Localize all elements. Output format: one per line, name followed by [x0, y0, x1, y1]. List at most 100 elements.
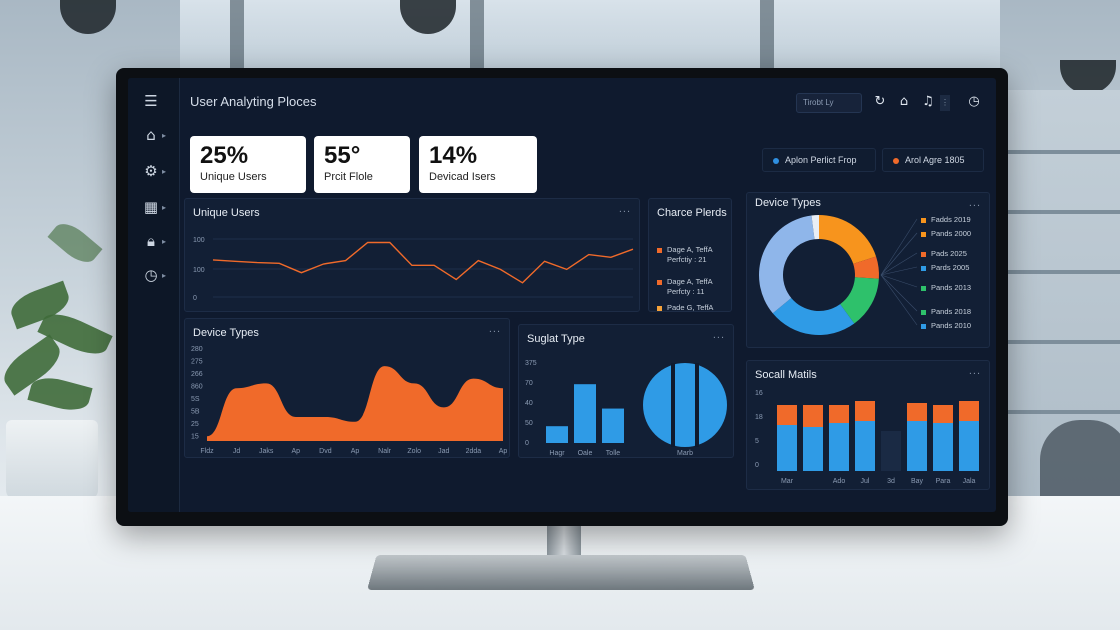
legend-label: Pards 2005	[931, 263, 970, 272]
donut-slice	[819, 215, 877, 264]
kpi-card-unique-users[interactable]: 25% Unique Users	[190, 136, 306, 193]
home-icon[interactable]: ⌂	[146, 126, 156, 144]
monitor: ☰ ⌂ ▸ ⚙ ▸ ▦ ▸ 🔒︎ ▸ ◷ ▸ User Analyting Pl…	[116, 68, 1008, 526]
legend-chip[interactable]: Aplon Perlict Frop	[762, 148, 876, 172]
kpi-value: 25%	[200, 142, 249, 169]
legend-swatch	[921, 251, 926, 257]
pie-label: Marb	[677, 450, 693, 457]
device-types-donut-panel: Device Types ... Fadds 2019 Pands 2000 Pad…	[746, 192, 990, 348]
legend-swatch	[921, 265, 926, 271]
menu-icon[interactable]: ☰	[144, 92, 158, 110]
y-tick-label: 0	[193, 295, 197, 302]
panel-title: Suglat Type	[527, 333, 585, 345]
kpi-card-devicad-isers[interactable]: 14% Devicad Isers	[419, 136, 537, 193]
more-menu-icon[interactable]: ...	[968, 197, 981, 209]
panel-title: Unique Users	[193, 207, 260, 219]
ceiling-lamp	[60, 0, 116, 34]
x-tick-label: Ado	[833, 478, 846, 485]
suglat-type-bar-chart: 375 70 40 50 0 Hagr Oale Tolle Marb	[525, 360, 727, 457]
legend-leader-line	[880, 274, 918, 288]
y-tick-label: 5	[755, 438, 759, 445]
x-tick-label: Nalr	[378, 448, 392, 455]
x-tick-label: Zolo	[407, 448, 421, 455]
more-menu-icon[interactable]: ...	[488, 323, 501, 335]
sidebar: ☰ ⌂ ▸ ⚙ ▸ ▦ ▸ 🔒︎ ▸ ◷ ▸	[128, 78, 180, 512]
clock-icon[interactable]: ◷	[968, 94, 980, 109]
legend-item: Pands 2010	[921, 321, 971, 330]
list-item: Dage A, TeffA	[657, 245, 713, 254]
more-menu-icon[interactable]: ...	[712, 329, 725, 341]
legend-label: Pands 2018	[931, 307, 972, 316]
bell-icon[interactable]: ♫	[922, 94, 934, 109]
stacked-bar-segment	[907, 403, 927, 421]
y-tick-label: 100	[193, 237, 205, 244]
stacked-bar-segment	[959, 401, 979, 421]
area-fill	[207, 366, 503, 441]
y-tick-label: 266	[191, 371, 203, 378]
list-marker	[657, 247, 662, 253]
panel-title: Device Types	[193, 327, 259, 339]
legend-leader-line	[880, 252, 918, 276]
legend-label: Pads 2025	[931, 249, 967, 258]
x-tick-label: Jala	[963, 478, 976, 485]
background-beam	[230, 0, 244, 70]
background-beam	[760, 0, 774, 70]
panel-title: Device Types	[755, 197, 821, 209]
more-menu-icon[interactable]: ...	[618, 203, 631, 215]
y-tick-label: 5S	[191, 396, 200, 403]
charce-plerds-panel: Charce Plerds Dage A, TeffA Perfctiy : 2…	[648, 198, 732, 312]
unique-users-line-chart	[212, 238, 634, 298]
more-menu-icon[interactable]: ...	[968, 365, 981, 377]
chevron-right-icon: ▸	[162, 237, 167, 246]
legend-chip[interactable]: Arol Agre 1805	[882, 148, 984, 172]
search-input[interactable]: Tirobt Ly	[796, 93, 862, 113]
list-item-sub: Perfctiy : 21	[667, 255, 707, 264]
y-tick-label: 16	[755, 390, 763, 397]
plant-pot	[6, 420, 98, 500]
dropdown-toggle[interactable]: ⋮	[940, 95, 950, 111]
monitor-stand-base	[367, 555, 755, 590]
dashboard-screen: ☰ ⌂ ▸ ⚙ ▸ ▦ ▸ 🔒︎ ▸ ◷ ▸ User Analyting Pl…	[128, 78, 996, 512]
background-beam	[470, 0, 484, 70]
stacked-bar-segment	[881, 431, 901, 471]
app-title: User Analyting Ploces	[190, 94, 317, 109]
legend-item: Pards 2005	[921, 263, 969, 272]
clock-icon[interactable]: ◷	[144, 266, 158, 284]
plant-leaf	[47, 216, 103, 270]
calendar-icon[interactable]: ▦	[143, 198, 159, 216]
x-tick-label: Para	[936, 478, 951, 485]
x-tick-label: Jaks	[259, 448, 274, 455]
lock-icon[interactable]: 🔒︎	[147, 232, 155, 250]
bar	[602, 408, 624, 443]
home-icon[interactable]: ⌂	[899, 94, 909, 109]
ceiling-lamp	[1060, 60, 1116, 94]
legend-leader-line	[880, 218, 918, 276]
x-tick-label: Jad	[438, 448, 449, 455]
panel-title: Charce Plerds	[657, 207, 727, 219]
legend-item: Pands 2000	[921, 229, 971, 238]
x-tick-label: Jul	[861, 478, 870, 485]
y-tick-label: 18	[755, 414, 763, 421]
legend-label: Aplon Perlict Frop	[785, 155, 857, 165]
x-tick-label: Jd	[233, 448, 241, 455]
x-tick-label: Hagr	[549, 450, 565, 457]
settings-icon[interactable]: ⚙	[144, 162, 158, 180]
legend-item: Fadds 2019	[921, 215, 971, 224]
device-types-area-panel: Device Types ... 280 275 266 860 5S 5B 25 15 Fld…	[184, 318, 510, 458]
socall-matils-stacked-bar-chart: 16 18 5 0 Mar Ado Jul 3d Bay Para Jala	[755, 390, 979, 485]
kpi-label: Unique Users	[200, 171, 267, 183]
bar	[546, 426, 568, 443]
list-item: Pade G, TeffA	[657, 303, 713, 312]
kpi-card-prcit-flole[interactable]: 55° Prcit Flole	[314, 136, 410, 193]
y-tick-label: 70	[525, 380, 533, 387]
list-item-label: Dage A, TeffA	[667, 245, 713, 254]
donut-slice	[772, 297, 855, 335]
legend-swatch	[921, 309, 926, 315]
refresh-icon[interactable]: ↻	[874, 94, 886, 109]
y-tick-label: 0	[755, 462, 759, 469]
stacked-bar-segment	[855, 401, 875, 421]
legend-label: Pands 2013	[931, 283, 972, 292]
y-tick-label: 375	[525, 360, 537, 367]
legend-leader-line	[880, 274, 918, 312]
y-tick-label: 5B	[191, 409, 200, 416]
